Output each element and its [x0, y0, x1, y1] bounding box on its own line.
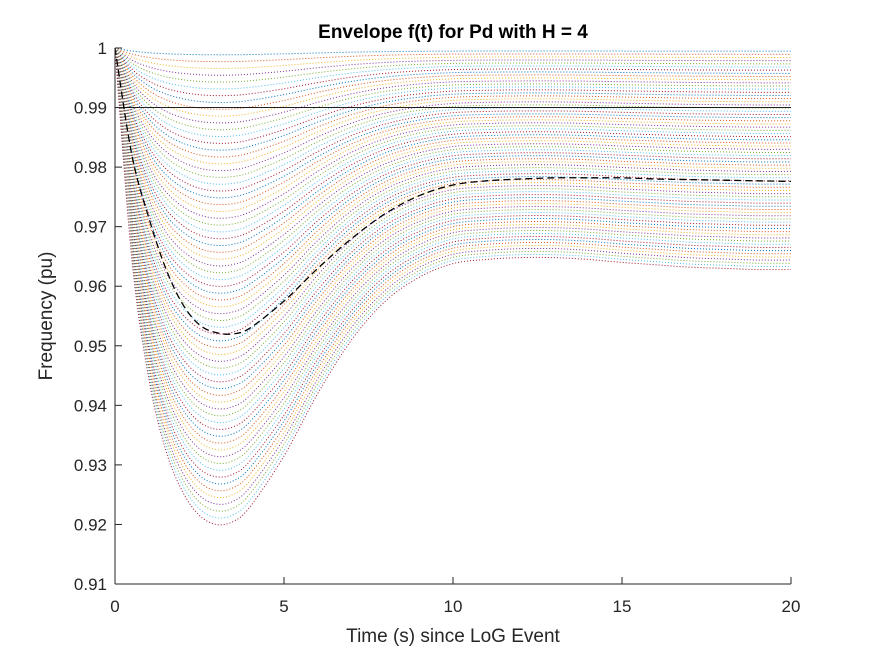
envelope-curve	[114, 47, 792, 356]
envelope-curve	[114, 47, 792, 185]
envelope-curve	[114, 47, 792, 172]
envelope-curve	[114, 47, 792, 376]
y-axis-label: Frequency (pu)	[36, 252, 57, 381]
envelope-curve	[114, 47, 792, 321]
envelope-curve	[114, 47, 792, 199]
envelope-curve	[114, 47, 792, 226]
envelope-curve	[114, 47, 792, 471]
envelope-curve	[114, 47, 792, 499]
x-tick-label: 15	[613, 597, 632, 616]
envelope-curve	[114, 47, 792, 69]
envelope-curve	[114, 47, 792, 233]
envelope-curve	[114, 47, 792, 110]
envelope-curve	[114, 47, 792, 151]
envelope-curve	[114, 47, 792, 519]
envelope-curve	[114, 47, 792, 274]
y-tick-label: 0.96	[74, 277, 107, 296]
envelope-curve	[114, 47, 792, 526]
envelope-curve	[114, 47, 792, 301]
envelope-curve	[114, 47, 792, 492]
x-tick-label: 20	[782, 597, 801, 616]
y-tick-label: 0.91	[74, 575, 107, 594]
envelope-curve	[114, 47, 792, 465]
envelope-curve	[114, 47, 792, 505]
x-tick-label: 0	[110, 597, 119, 616]
envelope-curve	[114, 47, 792, 281]
envelope-curve	[114, 47, 792, 410]
envelope-curve	[114, 47, 792, 287]
curve-layer	[114, 47, 792, 526]
envelope-curve	[114, 47, 792, 192]
envelope-curve	[114, 47, 792, 328]
y-tick-label: 0.97	[74, 218, 107, 237]
envelope-curve	[114, 47, 792, 117]
envelope-curve	[114, 47, 792, 97]
y-tick-label: 0.99	[74, 99, 107, 118]
envelope-curve	[114, 47, 792, 478]
envelope-curve	[114, 47, 792, 458]
envelope-curve	[114, 47, 792, 403]
envelope-curve	[114, 47, 792, 390]
envelope-curve	[114, 47, 792, 63]
envelope-curve	[114, 47, 792, 417]
envelope-curve	[114, 47, 792, 131]
y-tick-label: 0.94	[74, 396, 107, 415]
envelope-curve	[114, 47, 792, 512]
y-tick-label: 0.98	[74, 158, 107, 177]
envelope-curve	[114, 47, 792, 165]
envelope-curve	[114, 47, 792, 56]
envelope-curve	[114, 47, 792, 437]
envelope-curve	[114, 47, 792, 83]
envelope-curve	[114, 47, 792, 247]
envelope-curve	[114, 47, 792, 342]
envelope-curve	[114, 47, 792, 362]
envelope-curve	[114, 47, 792, 158]
x-axis-ticks: 0 5 10 15 20	[110, 577, 800, 616]
highlight-curve-layer	[114, 47, 792, 335]
envelope-curve	[114, 47, 792, 430]
highlight-curve	[114, 47, 792, 335]
x-tick-label: 10	[444, 597, 463, 616]
envelope-curve	[114, 47, 792, 424]
envelope-curve	[114, 47, 792, 124]
envelope-curve	[114, 47, 792, 451]
envelope-curve	[114, 47, 792, 294]
y-tick-label: 0.92	[74, 515, 107, 534]
envelope-curve	[114, 47, 792, 369]
envelope-curve	[114, 47, 792, 396]
envelope-curve	[114, 47, 792, 206]
envelope-curve	[114, 47, 792, 383]
envelope-curve	[114, 47, 792, 485]
y-tick-label: 1	[98, 39, 107, 58]
chart-title: Envelope f(t) for Pd with H = 4	[318, 22, 588, 43]
envelope-curve	[114, 47, 792, 260]
envelope-curve	[114, 47, 792, 267]
envelope-curve	[114, 47, 792, 308]
envelope-curve	[114, 47, 792, 103]
y-tick-label: 0.95	[74, 337, 107, 356]
x-axis-label: Time (s) since LoG Event	[346, 626, 560, 647]
envelope-curve	[114, 47, 792, 240]
envelope-curve	[114, 47, 792, 335]
y-axis-ticks: 0.91 0.92 0.93 0.94 0.95 0.96 0.97 0.98 0.99 1	[74, 39, 122, 594]
envelope-curve	[114, 47, 792, 76]
envelope-curve	[114, 47, 792, 315]
y-tick-label: 0.93	[74, 456, 107, 475]
envelope-curve	[114, 47, 792, 253]
axes	[114, 48, 791, 585]
x-tick-label: 5	[279, 597, 288, 616]
envelope-curve	[114, 47, 792, 212]
